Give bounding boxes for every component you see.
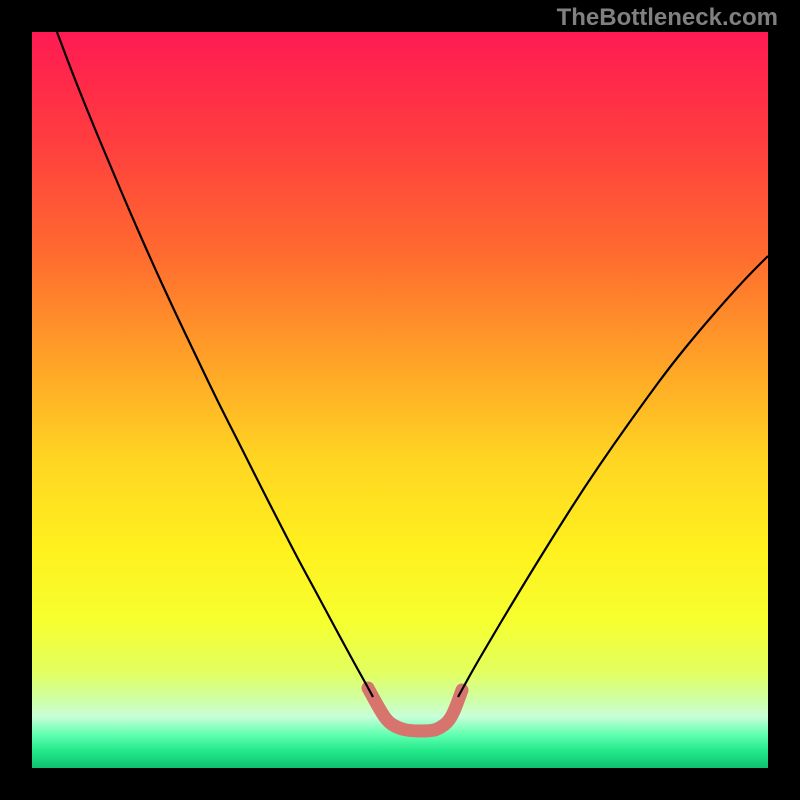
curve-right [458,256,768,697]
curve-left [57,32,373,697]
watermark-text: TheBottleneck.com [557,4,778,32]
plateau-bracket [368,688,462,731]
curve-overlay [0,0,800,800]
chart-container: TheBottleneck.com [0,0,800,800]
